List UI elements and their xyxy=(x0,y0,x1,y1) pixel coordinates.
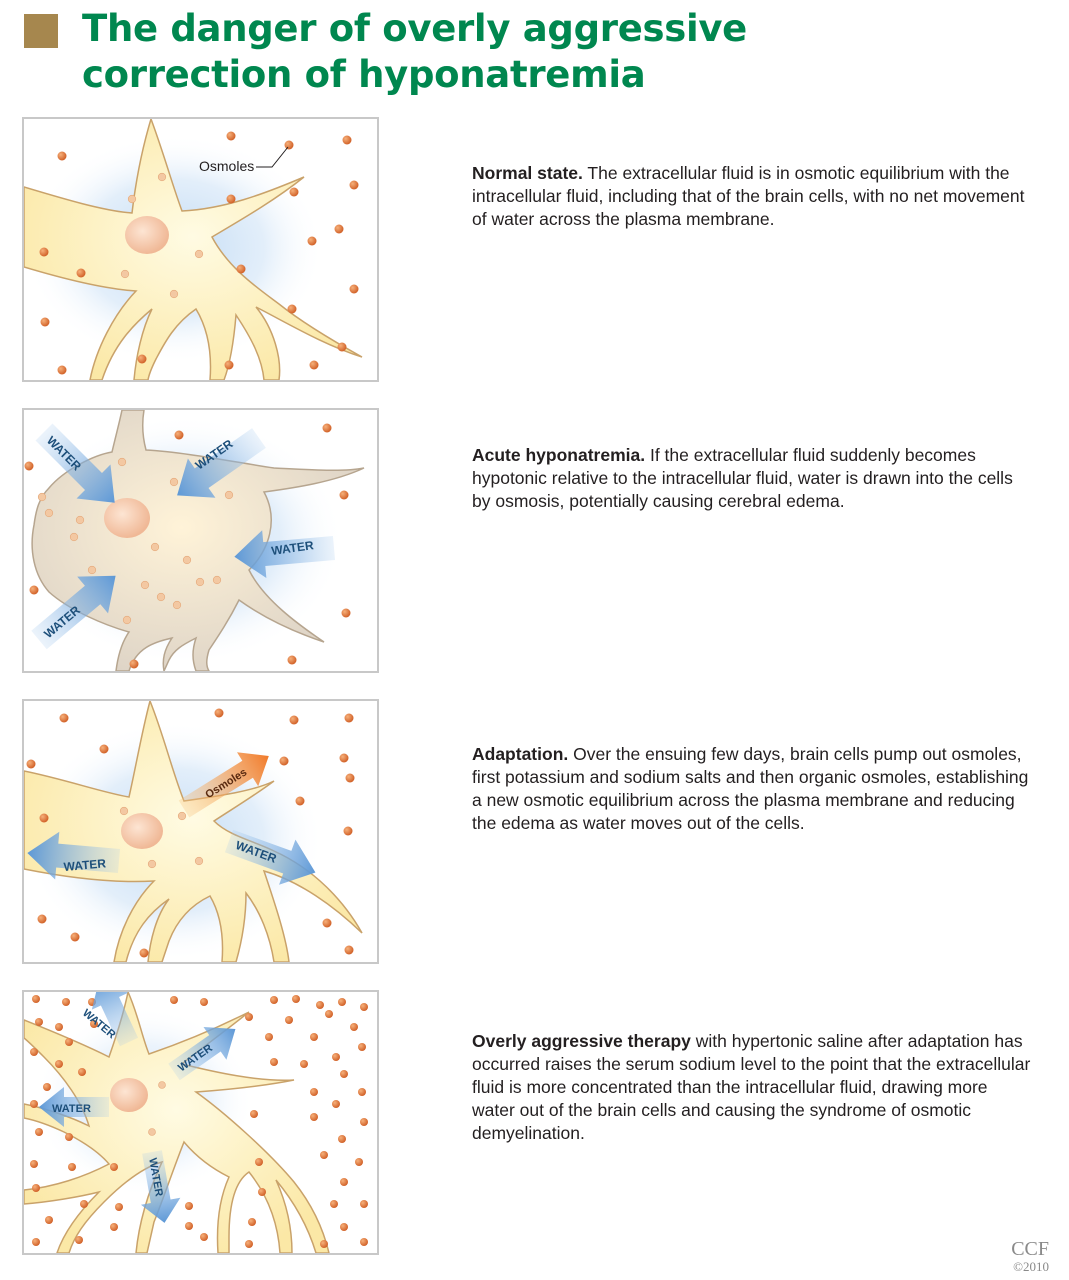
water-arrow-icon xyxy=(27,831,121,880)
caption-normal-state: Normal state. The extracellular fluid is… xyxy=(472,162,1032,231)
nucleus xyxy=(121,813,163,849)
overly-aggressive-therapy-illustration: WATER WATER WATER WATER xyxy=(24,992,368,1253)
osmoles-intracellular xyxy=(119,806,204,869)
caption-heading: Normal state. xyxy=(472,163,583,183)
osmoles-arrow-icon xyxy=(178,752,269,818)
acute-hyponatremia-illustration: WATER WATER WATER WATER xyxy=(24,410,365,671)
caption-heading: Acute hyponatremia. xyxy=(472,445,646,465)
water-label: WATER xyxy=(270,538,314,558)
water-arrow-icon xyxy=(177,428,266,498)
caption-heading: Adaptation. xyxy=(472,744,569,764)
osmoles-leader-line xyxy=(256,146,289,168)
water-arrow-icon xyxy=(35,423,115,503)
normal-state-illustration: Osmoles xyxy=(24,119,363,380)
water-label: WATER xyxy=(52,1103,91,1115)
water-label: WATER xyxy=(63,856,107,874)
caption-text: Over the ensuing few days, brain cells p… xyxy=(472,744,1029,833)
swollen-neuron-cell xyxy=(31,410,365,671)
water-arrow-icon xyxy=(168,1026,236,1081)
panel-overly-aggressive-therapy: WATER WATER WATER WATER xyxy=(22,990,379,1255)
caption-text: with hypertonic saline after adaptation … xyxy=(472,1031,1031,1143)
nucleus xyxy=(110,1078,148,1112)
credit-org: CCF xyxy=(1011,1238,1049,1260)
adaptation-illustration: Osmoles WATER WATER xyxy=(24,701,363,962)
osmoles-extracellular xyxy=(39,131,359,375)
caption-text: The extracellular fluid is in osmotic eq… xyxy=(472,163,1025,229)
water-arrow-icon xyxy=(39,1087,109,1127)
water-arrow-icon xyxy=(140,1150,181,1223)
neuron-cell xyxy=(24,119,363,380)
copyright-credit: CCF ©2010 xyxy=(1011,1238,1049,1274)
panel-acute-hyponatremia: WATER WATER WATER WATER xyxy=(22,408,379,673)
osmoles-extracellular xyxy=(26,708,355,958)
panel-normal-state: Osmoles xyxy=(22,117,379,382)
figure-title-line-2: correction of hyponatremia xyxy=(82,53,646,96)
caption-overly-aggressive-therapy: Overly aggressive therapy with hypertoni… xyxy=(472,1030,1032,1145)
water-arrow-icon xyxy=(91,992,139,1047)
neuron-cell xyxy=(24,701,363,962)
title-marker xyxy=(24,14,58,48)
caption-acute-hyponatremia: Acute hyponatremia. If the extracellular… xyxy=(472,444,1032,513)
caption-text: If the extracellular fluid suddenly beco… xyxy=(472,445,1013,511)
figure-title-line-1: The danger of overly aggressive xyxy=(82,7,747,50)
osmoles-label: Osmoles xyxy=(199,158,254,174)
panel-adaptation: Osmoles WATER WATER xyxy=(22,699,379,964)
nucleus xyxy=(125,216,169,254)
water-arrow-icon xyxy=(31,575,116,650)
osmoles-intracellular xyxy=(37,457,234,625)
osmoles-intracellular xyxy=(148,1081,166,1136)
credit-year: ©2010 xyxy=(1013,1259,1049,1274)
osmoles-extracellular xyxy=(24,423,351,669)
osmoles-intracellular xyxy=(120,172,204,299)
nucleus xyxy=(104,498,150,538)
water-arrow-icon xyxy=(224,829,316,885)
caption-adaptation: Adaptation. Over the ensuing few days, b… xyxy=(472,743,1032,835)
water-arrow-icon xyxy=(234,530,336,579)
osmoles-extracellular xyxy=(30,995,368,1248)
figure-title: The danger of overly aggressive correcti… xyxy=(82,6,1042,98)
caption-heading: Overly aggressive therapy xyxy=(472,1031,691,1051)
